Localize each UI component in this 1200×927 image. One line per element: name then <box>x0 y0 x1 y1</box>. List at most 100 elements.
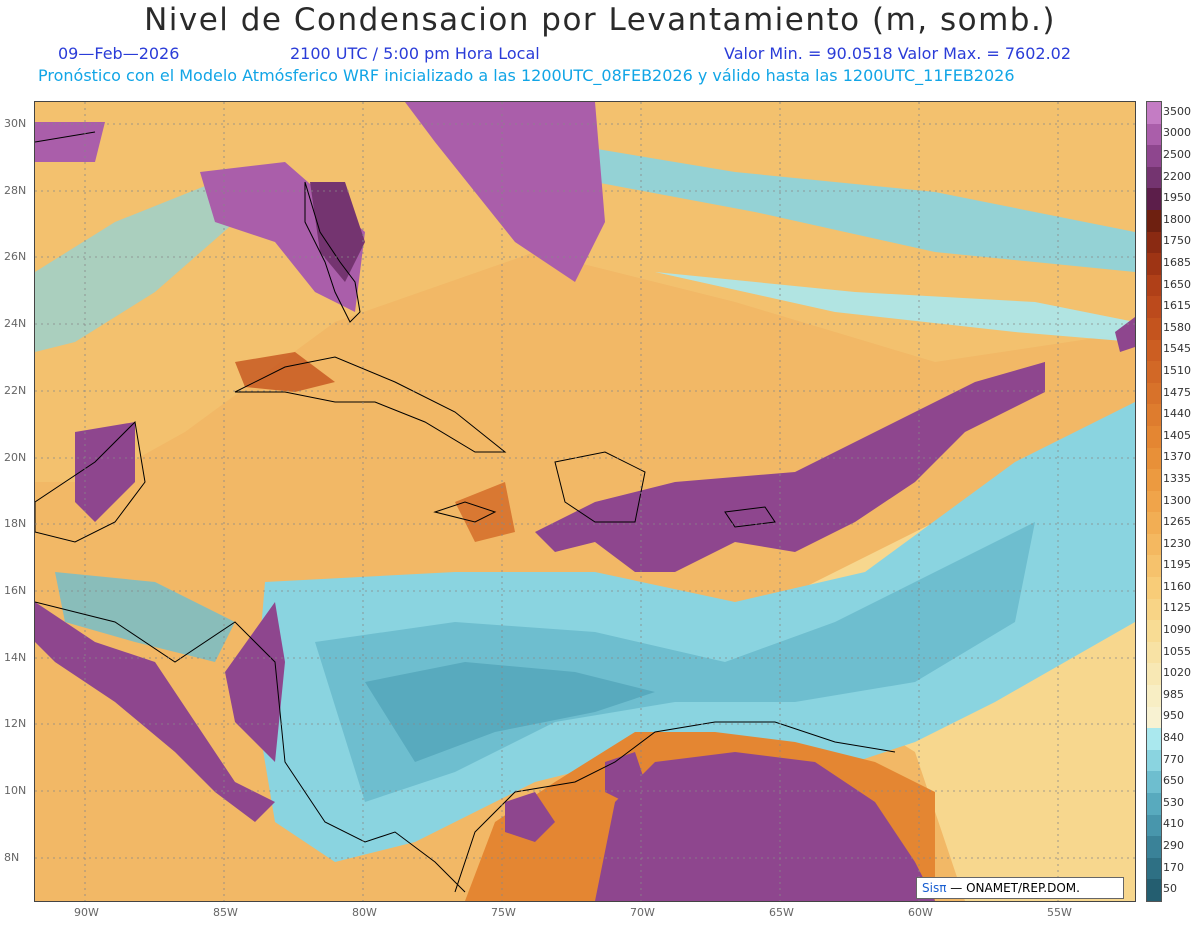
colorbar-segment <box>1147 512 1161 535</box>
colorbar-segment <box>1147 641 1161 664</box>
colorbar-segment <box>1147 879 1161 902</box>
colorbar-segment <box>1147 145 1161 168</box>
colorbar-label: 1125 <box>1163 601 1191 615</box>
colorbar-label: 1510 <box>1163 363 1191 377</box>
colorbar-segment <box>1147 425 1161 448</box>
colorbar-label: 770 <box>1163 752 1184 766</box>
colorbar-label: 1750 <box>1163 234 1191 248</box>
lat-label: 14N <box>4 651 27 664</box>
lat-label: 22N <box>4 384 27 397</box>
colorbar-label: 530 <box>1163 795 1184 809</box>
min-max-values: Valor Min. = 90.0518 Valor Max. = 7602.0… <box>724 44 1072 63</box>
colorbar-segment <box>1147 166 1161 189</box>
lat-label: 24N <box>4 317 27 330</box>
colorbar-segment <box>1147 771 1161 794</box>
colorbar-label: 1160 <box>1163 579 1191 593</box>
colorbar-segment <box>1147 253 1161 276</box>
map-title: Nivel de Condensacion por Levantamiento … <box>144 2 1056 38</box>
colorbar-segment <box>1147 663 1161 686</box>
colorbar-label: 1800 <box>1163 212 1191 226</box>
colorbar-label: 1055 <box>1163 644 1191 658</box>
colorbar-label: 950 <box>1163 709 1184 723</box>
colorbar-label: 2500 <box>1163 147 1191 161</box>
colorbar-segment <box>1147 361 1161 384</box>
colorbar-segment <box>1147 533 1161 556</box>
colorbar-segment <box>1147 836 1161 859</box>
lon-label: 70W <box>630 906 655 919</box>
credit-box: Sisπ — ONAMET/REP.DOM. <box>916 877 1124 899</box>
lat-label: 28N <box>4 184 27 197</box>
colorbar-label: 2200 <box>1163 169 1191 183</box>
lat-label: 12N <box>4 717 27 730</box>
lcl-field <box>35 102 1135 901</box>
colorbar-segment <box>1147 728 1161 751</box>
colorbar-segment <box>1147 749 1161 772</box>
colorbar-label: 1685 <box>1163 255 1191 269</box>
colorbar-segment <box>1147 577 1161 600</box>
colorbar-label: 840 <box>1163 731 1184 745</box>
colorbar-label: 1300 <box>1163 493 1191 507</box>
colorbar-label: 410 <box>1163 817 1184 831</box>
colorbar-label: 290 <box>1163 839 1184 852</box>
colorbar-label: 1615 <box>1163 299 1191 313</box>
colorbar-label: 1090 <box>1163 623 1191 637</box>
lon-label: 60W <box>908 906 933 919</box>
credit-text: — ONAMET/REP.DOM. <box>950 881 1080 895</box>
colorbar-segment <box>1147 382 1161 405</box>
sispi-logo: Sisπ <box>922 881 947 895</box>
lon-label: 85W <box>213 906 238 919</box>
colorbar-label: 985 <box>1163 687 1184 701</box>
lat-label: 30N <box>4 117 27 130</box>
colorbar-label: 1650 <box>1163 277 1191 291</box>
lon-label: 80W <box>352 906 377 919</box>
lat-label: 8N <box>4 851 20 864</box>
colorbar-segment <box>1147 123 1161 146</box>
colorbar-segment <box>1147 317 1161 341</box>
colorbar-label: 1405 <box>1163 428 1191 442</box>
map-panel <box>34 101 1136 902</box>
forecast-time: 2100 UTC / 5:00 pm Hora Local <box>290 44 540 63</box>
colorbar <box>1146 101 1162 902</box>
lon-label: 90W <box>74 906 99 919</box>
colorbar-segment <box>1147 188 1161 211</box>
colorbar-label: 170 <box>1163 860 1184 874</box>
colorbar-label: 1545 <box>1163 342 1191 356</box>
colorbar-segment <box>1147 814 1161 837</box>
lat-label: 10N <box>4 784 27 797</box>
colorbar-segment <box>1147 102 1161 125</box>
lon-label: 65W <box>769 906 794 919</box>
colorbar-segment <box>1147 231 1161 254</box>
colorbar-label: 1195 <box>1163 558 1191 572</box>
lon-label: 75W <box>491 906 516 919</box>
lat-label: 20N <box>4 451 27 464</box>
colorbar-segment <box>1147 339 1161 362</box>
colorbar-label: 1580 <box>1163 320 1191 334</box>
colorbar-label: 1950 <box>1163 191 1191 205</box>
colorbar-segment <box>1147 685 1161 708</box>
colorbar-label: 650 <box>1163 774 1184 788</box>
lat-label: 16N <box>4 584 27 597</box>
colorbar-label: 1370 <box>1163 450 1191 464</box>
colorbar-label: 1440 <box>1163 407 1191 421</box>
colorbar-segment <box>1147 598 1161 621</box>
lat-label: 18N <box>4 517 27 530</box>
colorbar-label: 1475 <box>1163 385 1191 399</box>
forecast-date: 09—Feb—2026 <box>58 44 180 63</box>
colorbar-label: 1335 <box>1163 471 1191 485</box>
colorbar-segment <box>1147 209 1161 233</box>
colorbar-segment <box>1147 857 1161 880</box>
colorbar-label: 1230 <box>1163 536 1191 550</box>
lon-label: 55W <box>1047 906 1072 919</box>
colorbar-segment <box>1147 447 1161 470</box>
colorbar-label: 1020 <box>1163 666 1191 680</box>
colorbar-label: 3500 <box>1163 104 1191 118</box>
colorbar-segment <box>1147 620 1161 643</box>
lat-label: 26N <box>4 250 27 263</box>
colorbar-segment <box>1147 555 1161 578</box>
colorbar-segment <box>1147 296 1161 319</box>
colorbar-segment <box>1147 793 1161 816</box>
colorbar-label: 1265 <box>1163 515 1191 529</box>
colorbar-segment <box>1147 274 1161 297</box>
colorbar-segment <box>1147 706 1161 729</box>
colorbar-segment <box>1147 404 1161 427</box>
